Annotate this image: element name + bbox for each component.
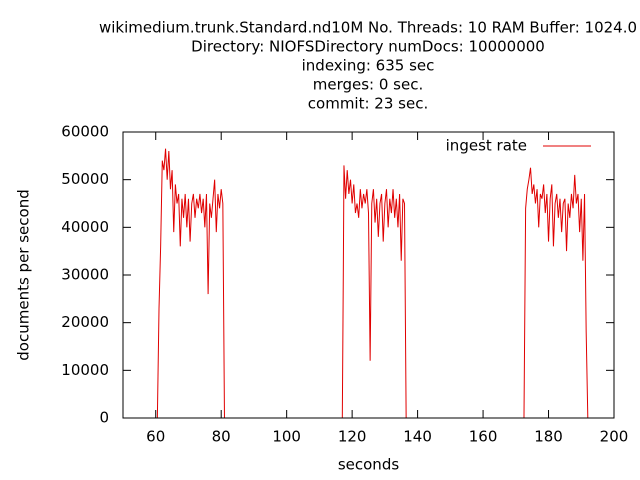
- chart-title: indexing: 635 sec: [302, 57, 435, 75]
- y-tick-label: 10000: [61, 361, 109, 379]
- y-tick-label: 20000: [61, 313, 109, 331]
- y-tick-label: 60000: [61, 123, 109, 141]
- chart-title: merges: 0 sec.: [313, 76, 424, 94]
- y-tick-label: 50000: [61, 170, 109, 188]
- y-tick-label: 40000: [61, 218, 109, 236]
- x-tick-label: 200: [600, 428, 629, 446]
- chart-title: Directory: NIOFSDirectory numDocs: 10000…: [191, 38, 545, 56]
- x-axis-label: seconds: [338, 456, 399, 474]
- legend-label: ingest rate: [446, 137, 527, 155]
- data-line: [156, 148, 589, 419]
- y-tick-label: 0: [99, 409, 109, 427]
- x-tick-label: 180: [534, 428, 563, 446]
- x-tick-label: 80: [212, 428, 231, 446]
- x-tick-label: 160: [469, 428, 498, 446]
- y-axis-label: documents per second: [15, 189, 33, 360]
- x-tick-label: 60: [146, 428, 165, 446]
- x-tick-label: 140: [403, 428, 432, 446]
- chart-title: commit: 23 sec.: [308, 95, 428, 113]
- x-tick-label: 100: [272, 428, 301, 446]
- chart-title: wikimedium.trunk.Standard.nd10M No. Thre…: [99, 19, 637, 37]
- y-tick-label: 30000: [61, 266, 109, 284]
- plot-border: [122, 131, 615, 419]
- x-tick-label: 120: [338, 428, 367, 446]
